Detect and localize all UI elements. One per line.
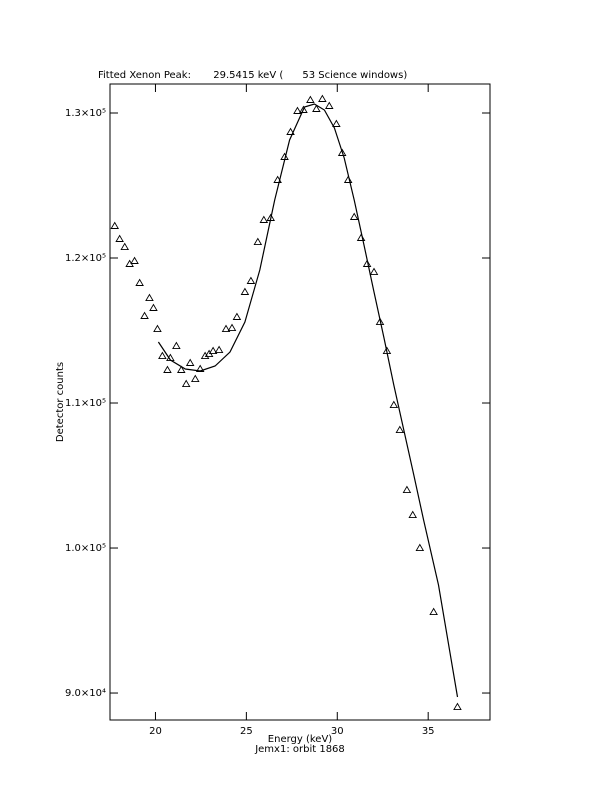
data-point [375, 317, 385, 325]
data-point [415, 543, 425, 551]
data-point [176, 365, 186, 373]
y-tick-label: 1.0×10⁵ [65, 543, 106, 554]
data-point [246, 276, 256, 284]
data-point [429, 607, 438, 615]
data-point [293, 106, 302, 114]
data-point [214, 345, 224, 353]
data-point [240, 287, 250, 295]
x-tick-label: 35 [422, 726, 435, 737]
y-tick-label: 1.1×10⁵ [65, 398, 106, 409]
data-point [232, 312, 242, 320]
data-point [259, 215, 269, 223]
data-point [200, 351, 210, 359]
data-point [190, 374, 200, 382]
data-point [145, 293, 154, 301]
data-point [343, 175, 353, 183]
data-point [130, 256, 139, 264]
data-point [227, 323, 237, 331]
data-point [362, 259, 372, 267]
data-point [181, 379, 191, 387]
data-point [153, 324, 162, 332]
data-point [369, 267, 379, 275]
y-tick-label: 9.0×10⁴ [65, 688, 106, 699]
data-point [120, 242, 130, 250]
data-point [115, 234, 124, 242]
data-point [110, 221, 120, 229]
y-axis-label: Detector counts [55, 362, 66, 442]
data-point [318, 94, 327, 102]
data-point [453, 702, 462, 710]
data-point [149, 303, 158, 311]
subtitle: Jemx1: orbit 1868 [254, 744, 345, 755]
data-point [158, 351, 167, 359]
data-point [402, 485, 412, 493]
data-point [253, 237, 263, 245]
data-point [306, 95, 315, 103]
data-point [208, 346, 218, 354]
data-point [389, 400, 399, 408]
y-tick-label: 1.2×10⁵ [65, 253, 106, 264]
data-point [408, 510, 418, 518]
data-point [356, 233, 366, 241]
data-point [286, 127, 295, 135]
data-point [395, 425, 405, 433]
data-point [163, 365, 172, 373]
fit-line [157, 103, 459, 698]
data-point [172, 341, 181, 349]
data-point [135, 278, 144, 286]
chart-title: Fitted Xenon Peak: 29.5415 keV ( 53 Scie… [98, 70, 407, 81]
data-point [140, 311, 149, 319]
data-point [312, 104, 321, 112]
data-point [221, 324, 231, 332]
y-tick-label: 1.3×10⁵ [65, 108, 106, 119]
data-point [185, 358, 195, 366]
x-tick-label: 30 [331, 726, 344, 737]
data-point [299, 105, 308, 113]
data-point [337, 148, 347, 156]
x-tick-label: 20 [149, 726, 162, 737]
data-point [332, 119, 341, 127]
data-point [324, 101, 334, 109]
data-point [349, 212, 359, 220]
plot-frame [109, 83, 491, 721]
x-axis-label: Energy (keV) [268, 734, 333, 745]
x-tick-label: 25 [240, 726, 253, 737]
